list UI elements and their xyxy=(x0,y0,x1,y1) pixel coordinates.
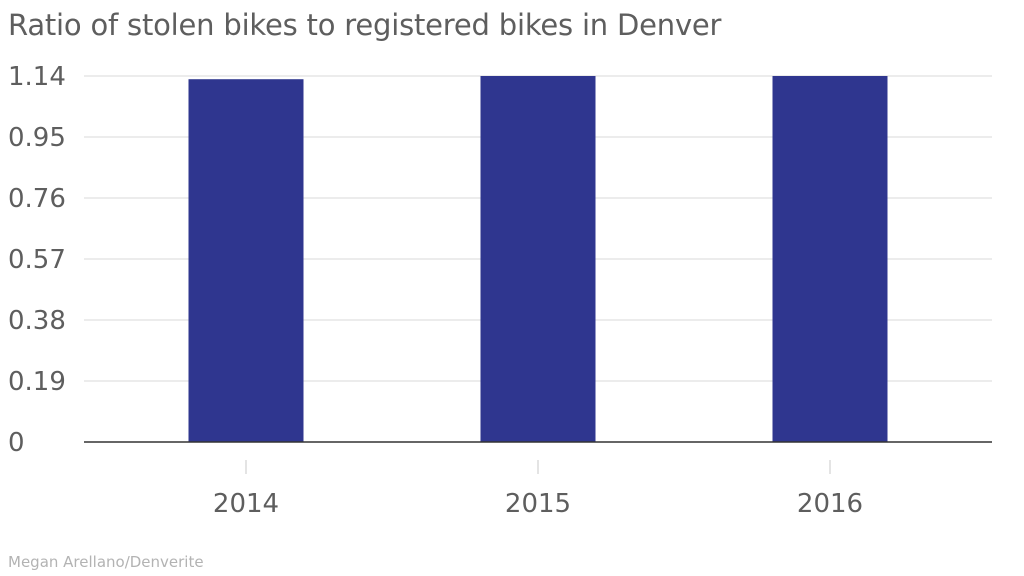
bars xyxy=(188,76,888,443)
bar-2014 xyxy=(188,79,304,443)
bar-2015 xyxy=(480,76,596,442)
y-tick-label: 1.14 xyxy=(8,62,66,92)
x-tick-label: 2016 xyxy=(797,489,863,519)
y-axis-tick-labels: 0 0.19 0.38 0.57 0.76 0.95 1.14 xyxy=(8,62,66,458)
y-tick-label: 0.19 xyxy=(8,367,66,397)
y-tick-label: 0.38 xyxy=(8,306,66,336)
x-axis-ticks: 2014 2015 2016 xyxy=(213,460,863,519)
chart-title: Ratio of stolen bikes to registered bike… xyxy=(8,8,722,42)
x-tick-label: 2014 xyxy=(213,489,279,519)
y-tick-label: 0.76 xyxy=(8,184,66,214)
y-tick-label: 0 xyxy=(8,428,25,458)
x-tick-label: 2015 xyxy=(505,489,571,519)
y-tick-label: 0.57 xyxy=(8,245,66,275)
bar-2016 xyxy=(772,76,888,442)
y-tick-label: 0.95 xyxy=(8,123,66,153)
source-credit: Megan Arellano/Denverite xyxy=(8,553,204,571)
